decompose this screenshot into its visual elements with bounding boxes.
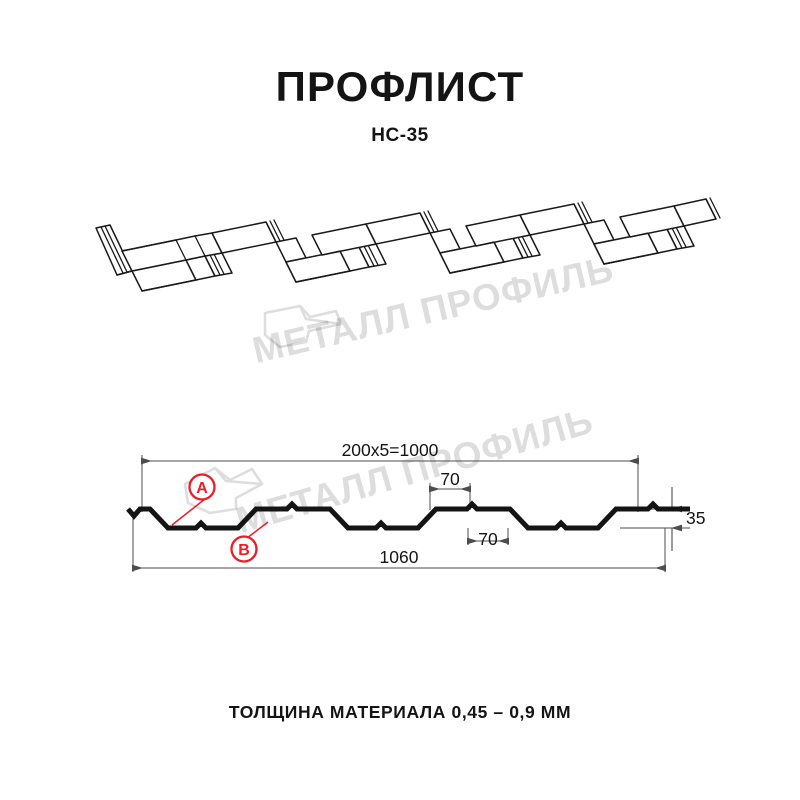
watermark-text-top: МЕТАЛЛ ПРОФИЛЬ — [248, 247, 618, 372]
callout-a-circle — [188, 473, 216, 501]
callout-a-leader — [171, 494, 211, 526]
page-title: ПРОФЛИСТ — [275, 63, 525, 110]
corrugation-period-4 — [619, 197, 721, 254]
watermark-text-bottom: МЕТАЛЛ ПРОФИЛЬ — [231, 399, 598, 542]
corrugation-period-2 — [211, 219, 351, 283]
corrugation-period-1 — [95, 224, 233, 292]
page-subtitle: НС-35 — [371, 125, 429, 146]
corrugation-period-3 — [429, 214, 541, 274]
material-thickness-note: ТОЛЩИНА МАТЕРИАЛА 0,45 – 0,9 ММ — [228, 702, 572, 722]
dimension-overall-width: 1060 — [380, 547, 419, 567]
dimension-valley-width: 70 — [478, 529, 498, 549]
header: ПРОФЛИСТ НС-35 — [0, 0, 800, 147]
callout-a-label: A — [196, 480, 208, 497]
corrugation-crest-2 — [311, 210, 439, 272]
corrugation-crest-1 — [121, 232, 223, 272]
dimension-profile-height: 35 — [686, 508, 705, 528]
callout-b-label: B — [238, 542, 250, 559]
profile-outline — [126, 500, 690, 531]
